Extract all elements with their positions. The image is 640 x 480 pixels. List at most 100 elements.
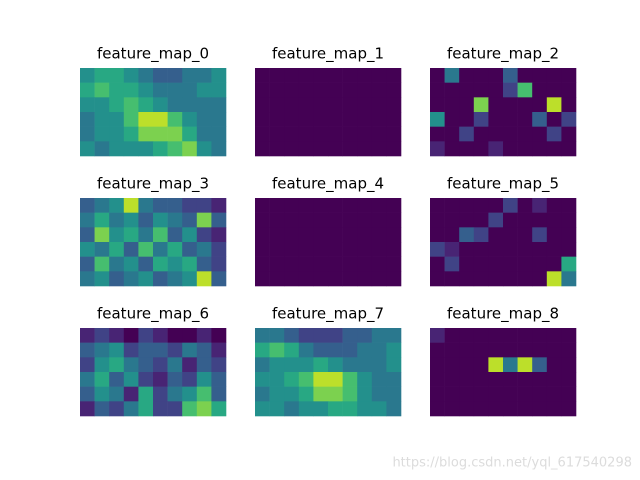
- heatmap-cell: [167, 328, 183, 343]
- heatmap-cell: [503, 97, 518, 113]
- heatmap-cell: [182, 82, 198, 98]
- heatmap-cell: [196, 82, 212, 98]
- heatmap-cell: [182, 198, 198, 213]
- heatmap-cell: [196, 342, 212, 358]
- heatmap-cell: [80, 82, 95, 98]
- heatmap-cell: [532, 256, 548, 272]
- heatmap-cell: [80, 212, 95, 228]
- heatmap-cell: [444, 342, 460, 358]
- heatmap-cell: [298, 242, 314, 257]
- heatmap-cell: [532, 82, 548, 98]
- heatmap-cell: [342, 242, 358, 257]
- heatmap-cell: [313, 141, 329, 157]
- heatmap-cell: [444, 82, 460, 98]
- heatmap-cell: [473, 112, 489, 127]
- heatmap-cell: [182, 68, 198, 83]
- heatmap-cell: [532, 386, 548, 402]
- heatmap-cell: [386, 68, 402, 83]
- heatmap-cell: [488, 328, 504, 343]
- heatmap-cell: [488, 271, 504, 287]
- heatmap-cell: [488, 82, 504, 98]
- heatmap-cell: [167, 212, 183, 228]
- heatmap-cell: [269, 126, 285, 142]
- heatmap-cell: [430, 112, 445, 127]
- heatmap-cell: [109, 372, 125, 387]
- heatmap-cell: [517, 386, 533, 402]
- heatmap-cell: [517, 126, 533, 142]
- heatmap-cell: [196, 68, 212, 83]
- heatmap-cell: [123, 357, 139, 373]
- heatmap-cell: [357, 112, 373, 127]
- heatmap-cell: [430, 401, 445, 417]
- heatmap-cell: [269, 372, 285, 387]
- heatmap-cell: [371, 271, 387, 287]
- heatmap-cell: [503, 386, 518, 402]
- heatmap-cell: [371, 82, 387, 98]
- heatmap-cell: [182, 227, 198, 243]
- heatmap-cell: [269, 68, 285, 83]
- heatmap-cell: [182, 271, 198, 287]
- heatmap-cell: [255, 126, 270, 142]
- heatmap-cell: [488, 198, 504, 213]
- heatmap-cell: [167, 401, 183, 417]
- heatmap-cell: [313, 126, 329, 142]
- heatmap-cell: [328, 212, 343, 228]
- heatmap-cell: [430, 97, 445, 113]
- heatmap-cell: [94, 82, 110, 98]
- heatmap-cell: [94, 212, 110, 228]
- heatmap-cell: [182, 256, 198, 272]
- heatmap-cell: [532, 97, 548, 113]
- heatmap-cell: [313, 401, 329, 417]
- heatmap-cell: [313, 68, 329, 83]
- heatmap-cell: [298, 198, 314, 213]
- heatmap-cell: [313, 198, 329, 213]
- heatmap-cell: [546, 68, 562, 83]
- heatmap-cell: [211, 328, 227, 343]
- heatmap-cell: [342, 357, 358, 373]
- heatmap-cell: [459, 357, 475, 373]
- heatmap-cell: [328, 386, 343, 402]
- heatmap-cell: [328, 126, 343, 142]
- heatmap-cell: [182, 386, 198, 402]
- heatmap-cell: [517, 357, 533, 373]
- heatmap-cell: [473, 198, 489, 213]
- subplot-title: feature_map_1: [272, 45, 384, 64]
- heatmap-cell: [284, 212, 300, 228]
- heatmap-cell: [284, 271, 300, 287]
- heatmap-cell: [430, 271, 445, 287]
- heatmap-cell: [211, 342, 227, 358]
- heatmap-cell: [80, 256, 95, 272]
- heatmap-cell: [138, 227, 154, 243]
- heatmap-cell: [153, 126, 168, 142]
- heatmap-cell: [386, 97, 402, 113]
- heatmap-cell: [430, 256, 445, 272]
- heatmap-cell: [153, 212, 168, 228]
- heatmap-cell: [80, 141, 95, 157]
- heatmap-cell: [342, 68, 358, 83]
- heatmap-cell: [386, 357, 402, 373]
- heatmap-cell: [298, 328, 314, 343]
- heatmap-cell: [284, 401, 300, 417]
- heatmap-cell: [444, 126, 460, 142]
- subplot-title: feature_map_6: [97, 305, 209, 324]
- heatmap-cell: [371, 401, 387, 417]
- heatmap-cell: [357, 68, 373, 83]
- heatmap-cell: [473, 386, 489, 402]
- heatmap-cell: [138, 386, 154, 402]
- heatmap-cell: [342, 372, 358, 387]
- subplot-title: feature_map_8: [447, 305, 559, 324]
- heatmap-cell: [444, 256, 460, 272]
- heatmap-cell: [561, 256, 577, 272]
- heatmap-cell: [255, 97, 270, 113]
- heatmap-cell: [371, 97, 387, 113]
- heatmap-cell: [284, 328, 300, 343]
- heatmap-cell: [459, 372, 475, 387]
- heatmap-cell: [80, 328, 95, 343]
- heatmap-cell: [182, 126, 198, 142]
- heatmap-cell: [430, 242, 445, 257]
- heatmap-cell: [517, 198, 533, 213]
- heatmap-cell: [532, 342, 548, 358]
- heatmap-cell: [473, 256, 489, 272]
- heatmap-cell: [123, 198, 139, 213]
- heatmap-cell: [123, 112, 139, 127]
